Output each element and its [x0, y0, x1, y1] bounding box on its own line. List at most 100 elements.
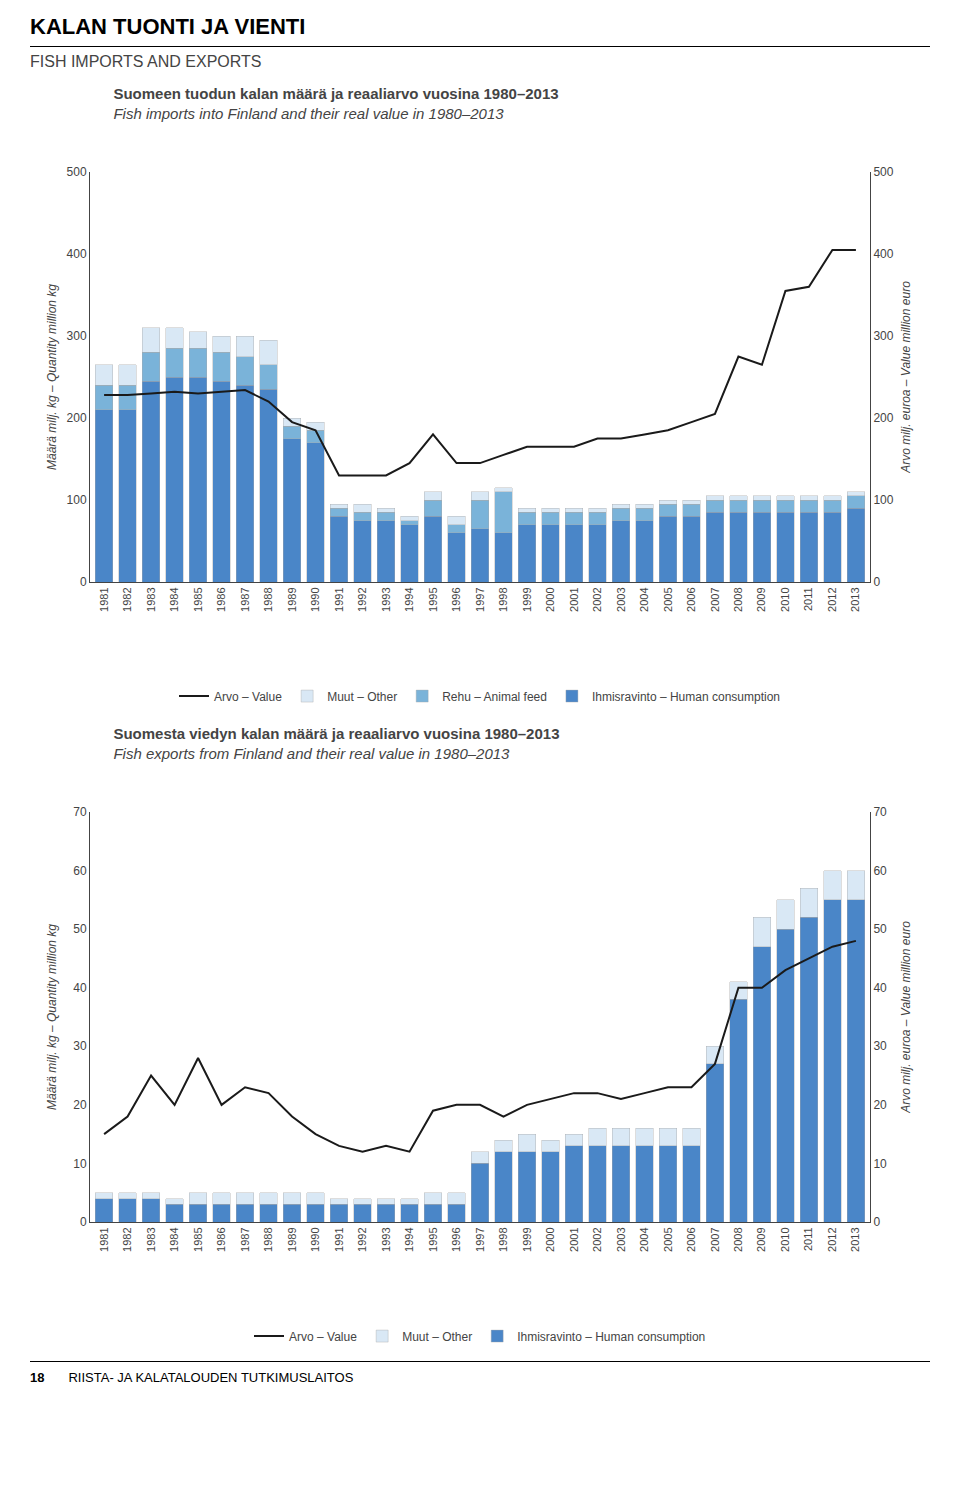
svg-text:1991: 1991: [333, 587, 345, 611]
svg-text:Arvo milj. euroa – Value milli: Arvo milj. euroa – Value million euro: [899, 921, 913, 1114]
svg-text:0: 0: [80, 575, 87, 589]
svg-text:1985: 1985: [192, 1227, 204, 1251]
svg-text:1987: 1987: [239, 1227, 251, 1251]
svg-text:60: 60: [73, 864, 87, 878]
svg-text:Muut – Other: Muut – Other: [327, 690, 397, 704]
svg-text:40: 40: [73, 981, 87, 995]
svg-text:2004: 2004: [638, 1227, 650, 1251]
svg-text:2011: 2011: [802, 587, 814, 611]
svg-text:300: 300: [67, 329, 87, 343]
svg-text:0: 0: [80, 1215, 87, 1229]
svg-text:1984: 1984: [168, 587, 180, 611]
svg-text:1993: 1993: [380, 1227, 392, 1251]
svg-text:2010: 2010: [779, 587, 791, 611]
svg-text:1999: 1999: [521, 587, 533, 611]
svg-text:200: 200: [873, 411, 893, 425]
svg-text:Ihmisravinto – Human consumpti: Ihmisravinto – Human consumption: [517, 1330, 705, 1344]
svg-text:2010: 2010: [779, 1227, 791, 1251]
svg-text:1994: 1994: [403, 1227, 415, 1251]
svg-text:1989: 1989: [286, 1227, 298, 1251]
svg-text:2011: 2011: [802, 1227, 814, 1251]
svg-text:Arvo – Value: Arvo – Value: [214, 690, 282, 704]
svg-text:1986: 1986: [215, 1227, 227, 1251]
svg-text:2000: 2000: [544, 587, 556, 611]
svg-text:20: 20: [873, 1098, 887, 1112]
svg-text:1995: 1995: [427, 587, 439, 611]
svg-text:200: 200: [67, 411, 87, 425]
svg-text:1998: 1998: [497, 1227, 509, 1251]
svg-text:1999: 1999: [521, 1227, 533, 1251]
svg-text:1983: 1983: [145, 587, 157, 611]
svg-text:50: 50: [873, 922, 887, 936]
svg-text:1998: 1998: [497, 587, 509, 611]
svg-text:1983: 1983: [145, 1227, 157, 1251]
svg-text:Ihmisravinto – Human consumpti: Ihmisravinto – Human consumption: [592, 690, 780, 704]
svg-text:100: 100: [67, 493, 87, 507]
svg-text:2002: 2002: [591, 1227, 603, 1251]
svg-text:20: 20: [73, 1098, 87, 1112]
svg-text:100: 100: [873, 493, 893, 507]
svg-text:500: 500: [67, 165, 87, 179]
svg-text:1990: 1990: [309, 1227, 321, 1251]
svg-text:1997: 1997: [474, 1227, 486, 1251]
svg-text:60: 60: [873, 864, 887, 878]
svg-text:0: 0: [873, 1215, 880, 1229]
svg-text:1981: 1981: [98, 587, 110, 611]
svg-text:2003: 2003: [615, 1227, 627, 1251]
svg-text:1997: 1997: [474, 587, 486, 611]
svg-text:1982: 1982: [121, 587, 133, 611]
svg-text:500: 500: [873, 165, 893, 179]
svg-text:2009: 2009: [756, 587, 768, 611]
svg-text:50: 50: [73, 922, 87, 936]
svg-text:2012: 2012: [826, 1227, 838, 1251]
svg-text:1988: 1988: [262, 1227, 274, 1251]
svg-text:1984: 1984: [168, 1227, 180, 1251]
svg-text:2000: 2000: [544, 1227, 556, 1251]
svg-text:1995: 1995: [427, 1227, 439, 1251]
svg-text:30: 30: [73, 1039, 87, 1053]
svg-text:1996: 1996: [450, 587, 462, 611]
svg-text:Suomeen tuodun kalan määrä ja: Suomeen tuodun kalan määrä ja reaaliarvo…: [113, 85, 558, 122]
svg-text:1986: 1986: [215, 587, 227, 611]
svg-text:1992: 1992: [356, 1227, 368, 1251]
svg-text:Arvo – Value: Arvo – Value: [289, 1330, 357, 1344]
svg-text:2005: 2005: [662, 587, 674, 611]
svg-text:2001: 2001: [568, 587, 580, 611]
svg-text:2006: 2006: [685, 587, 697, 611]
svg-text:1992: 1992: [356, 587, 368, 611]
svg-text:Rehu – Animal feed: Rehu – Animal feed: [442, 690, 547, 704]
svg-text:400: 400: [873, 247, 893, 261]
svg-text:2009: 2009: [756, 1227, 768, 1251]
svg-text:2007: 2007: [709, 1227, 721, 1251]
svg-text:2013: 2013: [849, 587, 861, 611]
svg-text:30: 30: [873, 1039, 887, 1053]
svg-text:1988: 1988: [262, 587, 274, 611]
svg-text:1981: 1981: [98, 1227, 110, 1251]
svg-text:1993: 1993: [380, 587, 392, 611]
svg-text:1985: 1985: [192, 587, 204, 611]
svg-text:Määrä milj. kg – Quantity mill: Määrä milj. kg – Quantity million kg: [45, 924, 59, 1110]
svg-text:0: 0: [873, 575, 880, 589]
svg-text:70: 70: [73, 805, 87, 819]
svg-text:1991: 1991: [333, 1227, 345, 1251]
svg-text:2004: 2004: [638, 587, 650, 611]
svg-text:1982: 1982: [121, 1227, 133, 1251]
svg-text:10: 10: [873, 1157, 887, 1171]
svg-text:2001: 2001: [568, 1227, 580, 1251]
svg-text:2007: 2007: [709, 587, 721, 611]
svg-text:Muut – Other: Muut – Other: [402, 1330, 472, 1344]
svg-text:2008: 2008: [732, 587, 744, 611]
svg-text:2008: 2008: [732, 1227, 744, 1251]
svg-text:2006: 2006: [685, 1227, 697, 1251]
svg-text:2005: 2005: [662, 1227, 674, 1251]
svg-text:2013: 2013: [849, 1227, 861, 1251]
svg-text:Määrä milj. kg – Quantity mill: Määrä milj. kg – Quantity million kg: [45, 284, 59, 470]
svg-text:2003: 2003: [615, 587, 627, 611]
svg-text:Suomesta viedyn kalan määrä ja: Suomesta viedyn kalan määrä ja reaaliarv…: [113, 725, 559, 762]
svg-text:1989: 1989: [286, 587, 298, 611]
svg-text:2012: 2012: [826, 587, 838, 611]
svg-text:1987: 1987: [239, 587, 251, 611]
svg-text:1996: 1996: [450, 1227, 462, 1251]
svg-text:400: 400: [67, 247, 87, 261]
svg-text:1994: 1994: [403, 587, 415, 611]
